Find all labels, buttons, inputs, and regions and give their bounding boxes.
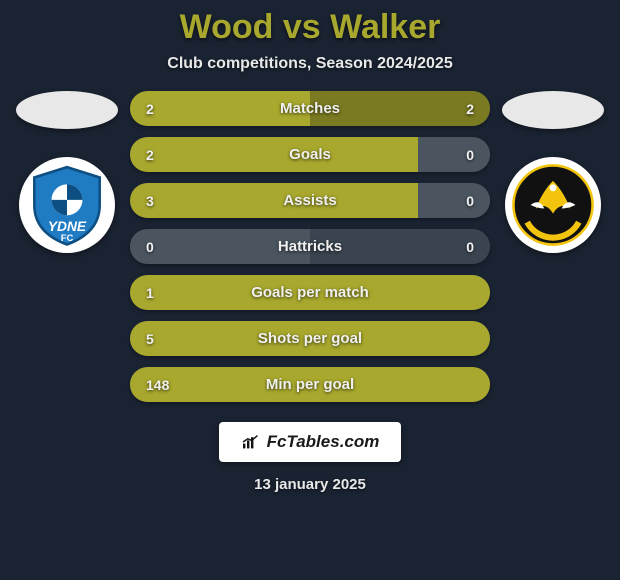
stats-list: 22Matches20Goals30Assists00Hattricks1Goa…: [130, 91, 490, 402]
wellington-phoenix-badge-icon: WELLINGTON: [510, 162, 596, 248]
stat-left-value: 1: [146, 285, 154, 301]
stat-row: 148Min per goal: [130, 367, 490, 402]
card-date: 13 january 2025: [254, 476, 366, 493]
stat-left-value: 0: [146, 239, 154, 255]
sydney-fc-badge-icon: YDNE FC: [24, 162, 110, 248]
brand-label: FcTables.com: [267, 432, 380, 452]
stat-row: 00Hattricks: [130, 229, 490, 264]
stat-left-bar: [130, 91, 310, 126]
right-player-column: WELLINGTON: [498, 91, 608, 253]
right-club-badge: WELLINGTON: [505, 157, 601, 253]
left-player-column: YDNE FC: [12, 91, 122, 253]
stat-left-bar: [130, 137, 418, 172]
stat-right-bar: [310, 91, 490, 126]
stat-row: 30Assists: [130, 183, 490, 218]
stat-right-value: 0: [466, 239, 474, 255]
svg-text:YDNE: YDNE: [48, 219, 87, 234]
stat-right-bar: [418, 137, 490, 172]
stat-right-value: 2: [466, 101, 474, 117]
stat-row: 22Matches: [130, 91, 490, 126]
stat-left-value: 148: [146, 377, 169, 393]
card-title: Wood vs Walker: [180, 8, 441, 47]
stat-row: 20Goals: [130, 137, 490, 172]
stat-left-value: 2: [146, 101, 154, 117]
stat-right-bar: [310, 229, 490, 264]
brand-link[interactable]: FcTables.com: [219, 422, 402, 462]
svg-text:WELLINGTON: WELLINGTON: [533, 222, 573, 228]
stat-left-value: 5: [146, 331, 154, 347]
stat-right-value: 0: [466, 147, 474, 163]
card-footer: FcTables.com 13 january 2025: [219, 422, 402, 493]
stat-row: 5Shots per goal: [130, 321, 490, 356]
card-subtitle: Club competitions, Season 2024/2025: [167, 55, 452, 73]
stat-row: 1Goals per match: [130, 275, 490, 310]
chart-icon: [241, 434, 261, 450]
comparison-card: Wood vs Walker Club competitions, Season…: [0, 0, 620, 580]
stat-left-bar: [130, 321, 490, 356]
stat-left-value: 2: [146, 147, 154, 163]
stat-left-bar: [130, 229, 310, 264]
stat-right-bar: [418, 183, 490, 218]
stat-right-value: 0: [466, 193, 474, 209]
stat-left-bar: [130, 367, 490, 402]
svg-text:FC: FC: [61, 233, 74, 244]
main-row: YDNE FC 22Matches20Goals30Assists00Hattr…: [0, 91, 620, 402]
left-club-badge: YDNE FC: [19, 157, 115, 253]
stat-left-value: 3: [146, 193, 154, 209]
stat-left-bar: [130, 183, 418, 218]
right-player-photo: [502, 91, 604, 129]
stat-left-bar: [130, 275, 490, 310]
left-player-photo: [16, 91, 118, 129]
